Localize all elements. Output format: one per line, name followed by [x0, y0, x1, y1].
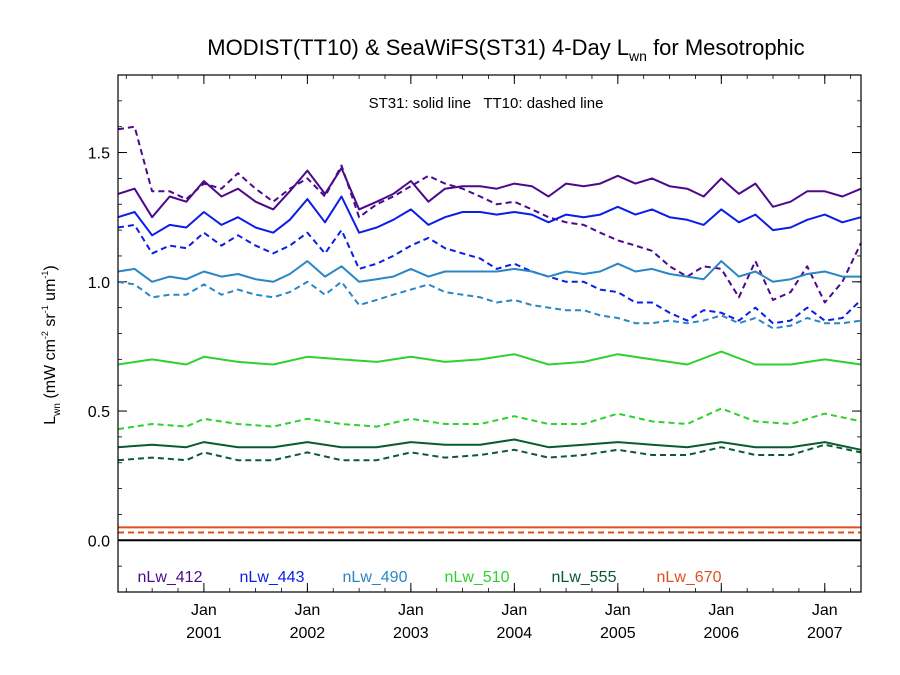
plot-area: 0.0 0.5 1.0 1.5 Jan 2001 Jan 2002 Jan 2003 Jan 2004…	[88, 74, 862, 642]
x-tick-label-month: Jan	[191, 602, 217, 619]
x-tick-label-month: Jan	[812, 602, 838, 619]
x-tick-label-year: 2003	[393, 625, 429, 642]
x-tick-label-month: Jan	[398, 602, 424, 619]
series-line-nLw_555-TT10	[117, 443, 862, 462]
y-tick-label: 0.0	[88, 533, 110, 550]
series-line-nLw_510-ST31	[117, 350, 862, 366]
legend-entry-nLw_490: nLw_490	[343, 569, 408, 586]
series-line-nLw_490-TT10	[117, 280, 862, 330]
y-axis-label: Lwn (mW cm-2 sr-1 um-1)	[40, 265, 63, 425]
series-line-nLw_412-ST31	[117, 167, 862, 219]
x-tick-label-month: Jan	[605, 602, 631, 619]
series-line-nLw_443-ST31	[117, 195, 862, 237]
series-line-nLw_490-ST31	[117, 260, 861, 283]
y-tick-label: 1.0	[88, 275, 110, 292]
chart-title: MODIST(TT10) & SeaWiFS(ST31) 4-Day Lwn f…	[207, 35, 804, 64]
series-line-nLw_412-TT10	[117, 125, 862, 304]
series-line-nLw_555-ST31	[117, 438, 862, 451]
legend-entry-nLw_555: nLw_555	[552, 569, 617, 586]
line-style-annotation: ST31: solid line TT10: dashed line	[369, 95, 604, 112]
plot-frame	[117, 74, 862, 593]
legend-entry-nLw_670: nLw_670	[657, 569, 722, 586]
y-tick-label: 1.5	[88, 146, 110, 163]
legend-entry-nLw_510: nLw_510	[445, 569, 510, 586]
x-tick-label-month: Jan	[708, 602, 734, 619]
x-tick-label-year: 2004	[497, 625, 533, 642]
legend-entry-nLw_443: nLw_443	[240, 569, 305, 586]
x-tick-label-year: 2007	[807, 625, 843, 642]
y-tick-label: 0.5	[88, 404, 110, 421]
x-tick-label-year: 2005	[600, 625, 636, 642]
x-tick-label-year: 2006	[704, 625, 740, 642]
x-tick-label-month: Jan	[294, 602, 320, 619]
x-tick-label-year: 2001	[186, 625, 222, 642]
chart-title-subscript: wn	[628, 48, 647, 64]
x-tick-label-year: 2002	[290, 625, 326, 642]
legend-entry-nLw_412: nLw_412	[138, 569, 203, 586]
series-line-nLw_510-TT10	[117, 407, 862, 431]
x-tick-label-month: Jan	[501, 602, 527, 619]
series-line-nLw_443-TT10	[117, 223, 862, 325]
